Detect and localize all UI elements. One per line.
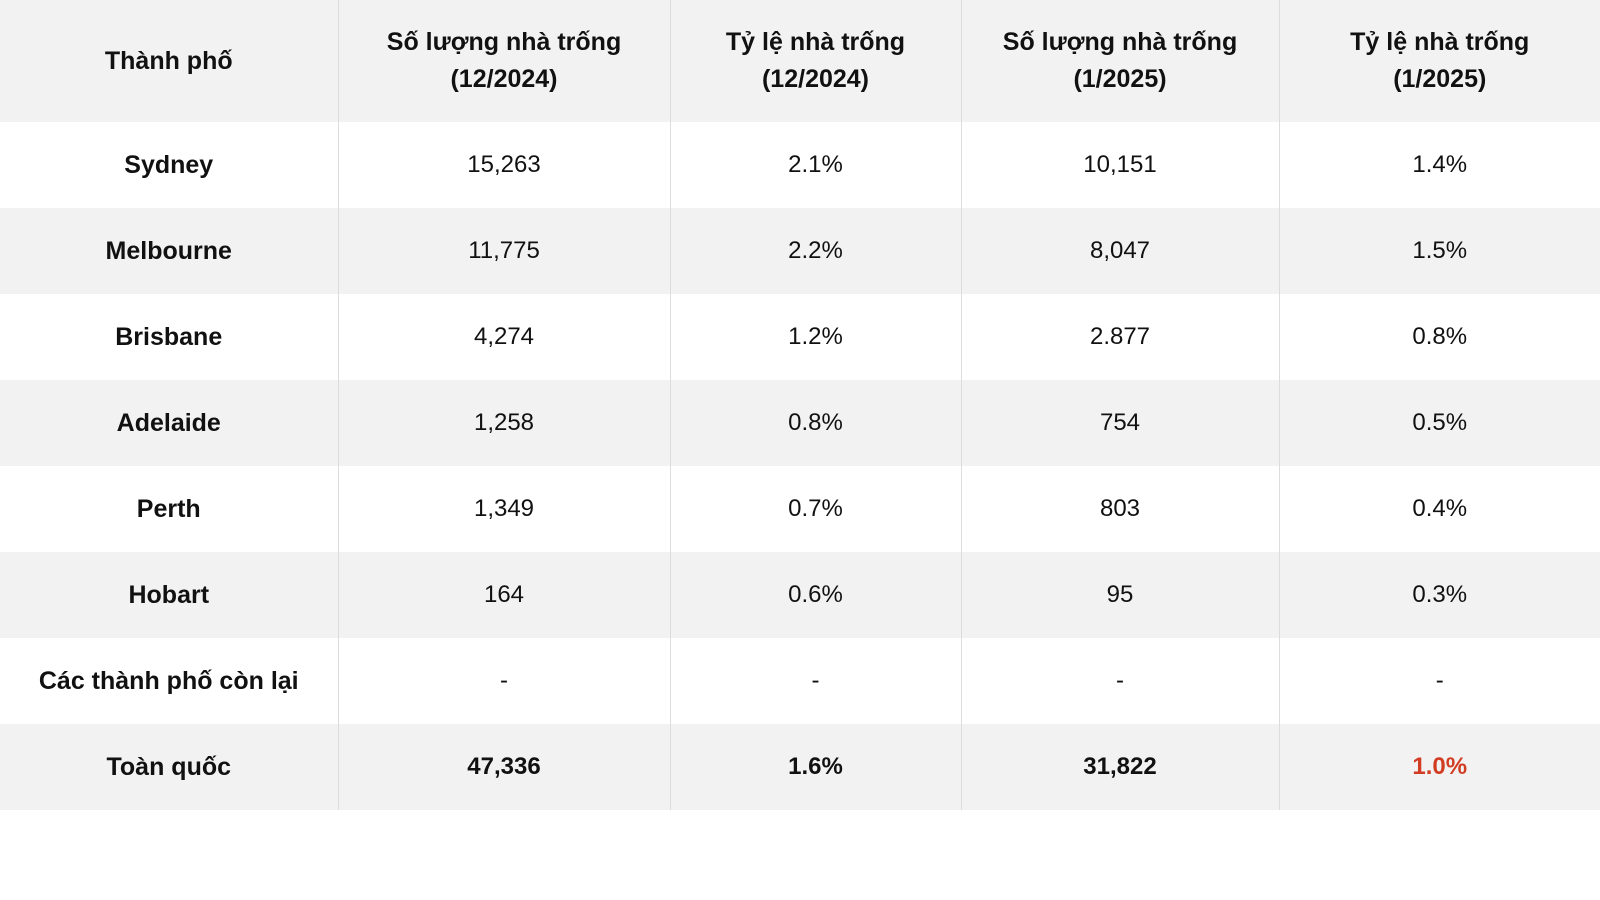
vacancies-dec-cell: 11,775 [337, 208, 670, 294]
vacancies-jan-cell: 2.877 [960, 294, 1279, 380]
table-row: Adelaide 1,258 0.8% 754 0.5% [0, 380, 1600, 466]
header-vacancies-jan-2025: Số lượng nhà trống (1/2025) [960, 0, 1279, 122]
rate-jan-cell: 0.4% [1278, 466, 1600, 552]
rate-jan-cell: 0.8% [1278, 294, 1600, 380]
vacancies-dec-cell: - [337, 638, 670, 724]
city-cell: Adelaide [116, 408, 221, 437]
table-row: Melbourne 11,775 2.2% 8,047 1.5% [0, 208, 1600, 294]
total-row: Toàn quốc 47,336 1.6% 31,822 1.0% [0, 724, 1600, 810]
rate-jan-cell: 1.4% [1278, 122, 1600, 208]
rate-jan-cell: 1.5% [1278, 208, 1600, 294]
header-rate-jan-2025: Tỷ lệ nhà trống (1/2025) [1278, 0, 1600, 122]
vacancies-dec-cell: 1,258 [337, 380, 670, 466]
city-cell: Sydney [124, 150, 214, 179]
rate-dec-cell: 0.7% [669, 466, 961, 552]
vacancy-table: Thành phố Số lượng nhà trống (12/2024) T… [0, 0, 1600, 810]
header-vacancies-dec-2024: Số lượng nhà trống (12/2024) [337, 0, 670, 122]
vacancies-dec-cell: 15,263 [337, 122, 670, 208]
vacancies-jan-cell: 31,822 [960, 724, 1279, 810]
city-cell: Melbourne [105, 236, 232, 265]
table-row: Các thành phố còn lại - - - - [0, 638, 1600, 724]
city-cell: Hobart [128, 580, 210, 609]
vacancies-jan-cell: 803 [960, 466, 1279, 552]
rate-dec-cell: - [669, 638, 961, 724]
rate-jan-cell: 0.3% [1278, 552, 1600, 638]
vacancies-jan-cell: - [960, 638, 1279, 724]
vacancies-jan-cell: 95 [960, 552, 1279, 638]
city-cell: Brisbane [115, 322, 223, 351]
rate-jan-total-cell: 1.0% [1278, 724, 1600, 810]
rate-dec-cell: 2.2% [669, 208, 961, 294]
rate-dec-cell: 0.8% [669, 380, 961, 466]
header-row: Thành phố Số lượng nhà trống (12/2024) T… [0, 0, 1600, 122]
vacancies-dec-cell: 47,336 [337, 724, 670, 810]
vacancies-dec-cell: 1,349 [337, 466, 670, 552]
vacancies-dec-cell: 4,274 [337, 294, 670, 380]
table-row: Brisbane 4,274 1.2% 2.877 0.8% [0, 294, 1600, 380]
rate-jan-cell: - [1278, 638, 1600, 724]
city-cell: Các thành phố còn lại [38, 666, 299, 695]
header-rate-dec-2024: Tỷ lệ nhà trống (12/2024) [669, 0, 961, 122]
city-cell: Toàn quốc [106, 752, 232, 781]
rate-dec-cell: 2.1% [669, 122, 961, 208]
rate-dec-cell: 1.6% [669, 724, 961, 810]
rate-dec-cell: 1.2% [669, 294, 961, 380]
vacancies-jan-cell: 10,151 [960, 122, 1279, 208]
table-row: Sydney 15,263 2.1% 10,151 1.4% [0, 122, 1600, 208]
vacancies-dec-cell: 164 [337, 552, 670, 638]
rate-jan-cell: 0.5% [1278, 380, 1600, 466]
vacancies-jan-cell: 8,047 [960, 208, 1279, 294]
city-cell: Perth [136, 494, 201, 523]
header-city: Thành phố [104, 46, 233, 75]
rate-dec-cell: 0.6% [669, 552, 961, 638]
table-row: Hobart 164 0.6% 95 0.3% [0, 552, 1600, 638]
table-row: Perth 1,349 0.7% 803 0.4% [0, 466, 1600, 552]
vacancies-jan-cell: 754 [960, 380, 1279, 466]
